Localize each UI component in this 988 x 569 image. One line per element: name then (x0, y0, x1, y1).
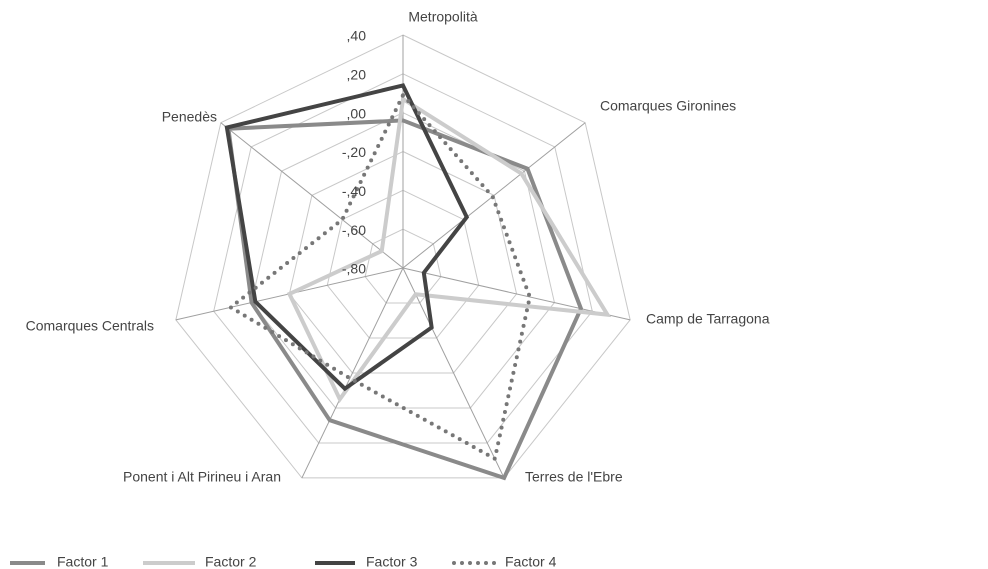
legend-label: Factor 1 (57, 554, 109, 569)
spoke (220, 122, 404, 269)
axis-label: Ponent i Alt Pirineu i Aran (123, 469, 281, 485)
r-tick-label: ,00 (347, 105, 367, 121)
spoke (402, 267, 505, 479)
axis-label: Comarques Gironines (600, 98, 736, 114)
spoke (402, 122, 586, 269)
legend-label: Factor 2 (205, 554, 257, 569)
axis-label: Penedès (162, 109, 217, 125)
axis-label: Metropolità (408, 9, 477, 25)
axis-label: Terres de l'Ebre (525, 469, 623, 485)
r-tick-label: -,80 (342, 261, 366, 277)
grid-ring (175, 34, 631, 479)
r-tick-label: -,40 (342, 183, 366, 199)
legend-label: Factor 4 (505, 554, 557, 569)
grid-ring (326, 189, 480, 339)
series-line (224, 83, 470, 392)
grid-ring (364, 228, 442, 304)
spoke (301, 267, 404, 479)
r-tick-label: -,60 (342, 222, 366, 238)
r-tick-label: -,20 (342, 144, 366, 160)
series-line (227, 91, 532, 462)
legend-label: Factor 3 (366, 554, 418, 569)
r-tick-label: ,40 (347, 28, 367, 44)
series-line (286, 95, 612, 404)
r-tick-label: ,20 (347, 67, 367, 83)
axis-label: Comarques Centrals (26, 318, 154, 334)
axis-label: Camp de Tarragona (646, 311, 770, 327)
